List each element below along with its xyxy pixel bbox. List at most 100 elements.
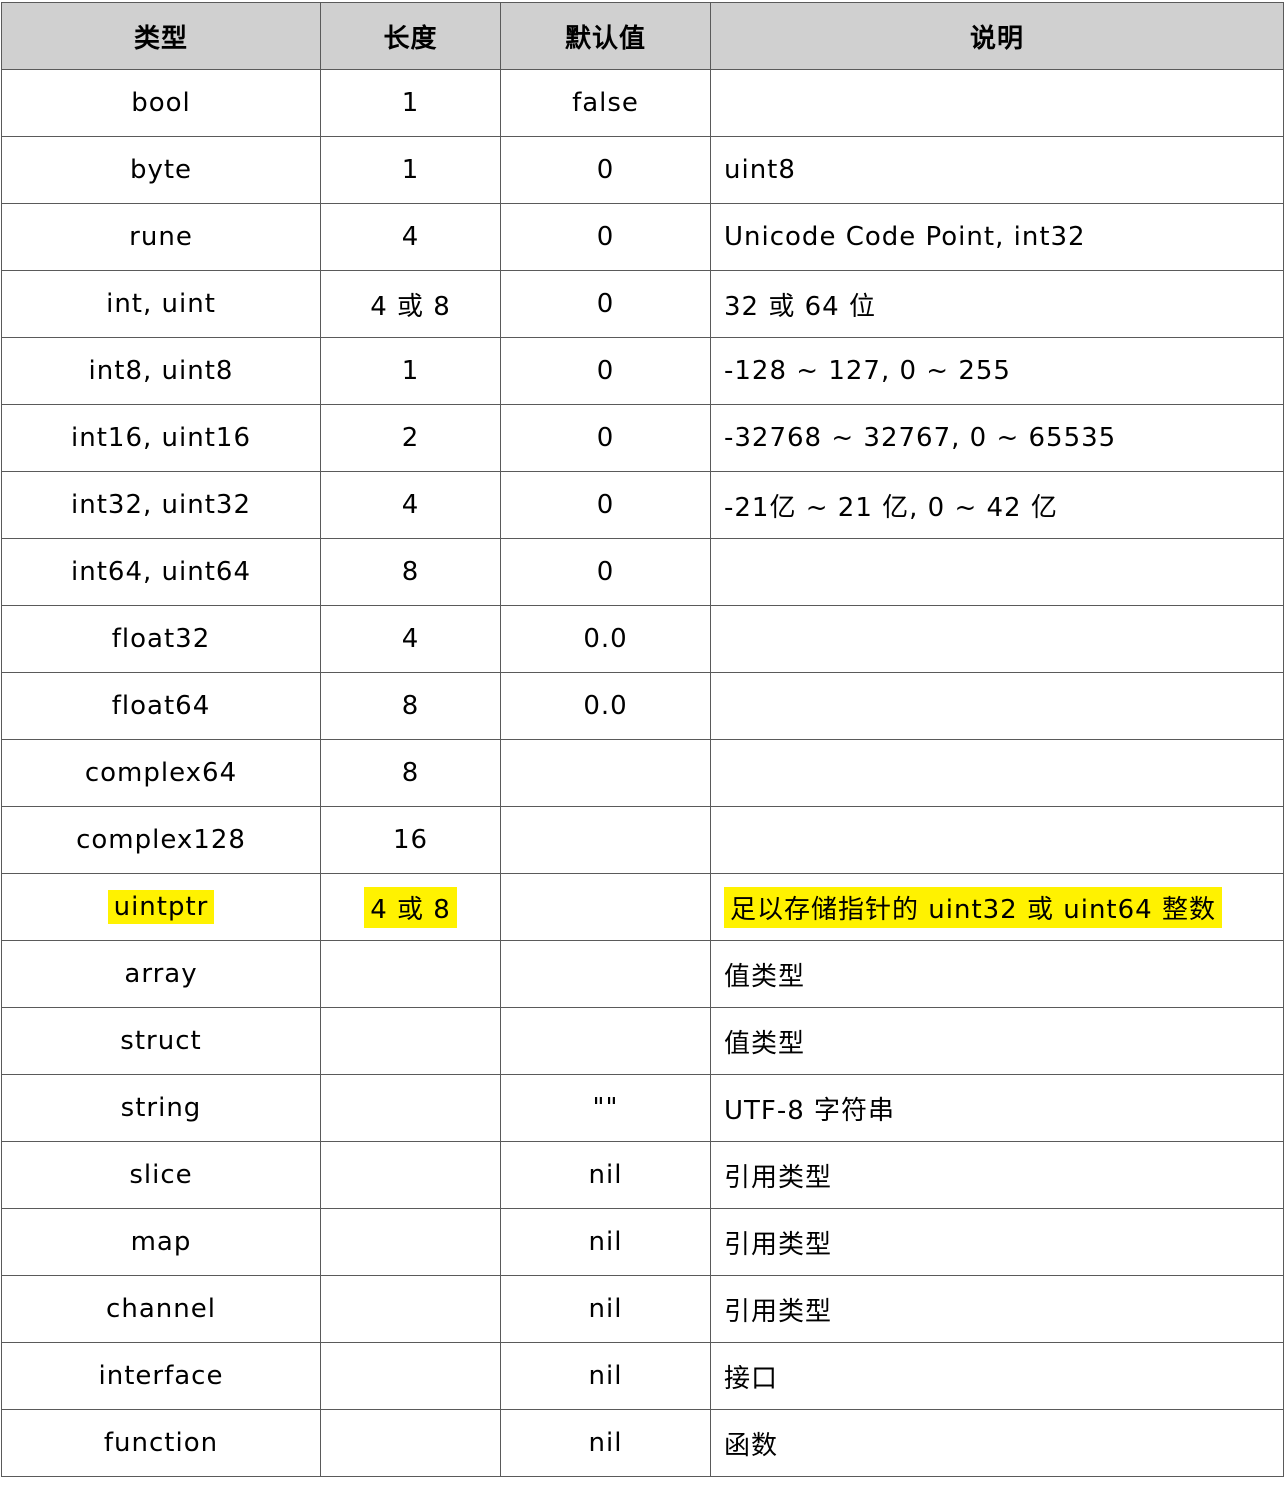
cell-description-text: 接口: [724, 1363, 779, 1394]
cell-description-text: -128 ~ 127, 0 ~ 255: [724, 356, 1011, 386]
cell-type: int, uint: [1, 270, 321, 338]
cell-length: 4: [320, 203, 501, 271]
cell-type-text: byte: [129, 155, 193, 185]
cell-default-text: nil: [588, 1428, 623, 1458]
cell-type-text: interface: [98, 1361, 224, 1391]
cell-type: complex128: [1, 806, 321, 874]
cell-type-text: bool: [131, 88, 191, 118]
cell-length-text: 8: [401, 557, 420, 587]
cell-default: [500, 806, 711, 874]
cell-type-text: complex128: [76, 825, 246, 855]
cell-description-text: 值类型: [724, 1028, 806, 1059]
cell-type-text: function: [103, 1428, 219, 1458]
table-body: bool 1 false byte 1 0 uint8 rune 4 0 Unicode Code …: [1, 69, 1284, 1477]
cell-description: 值类型: [710, 1007, 1284, 1075]
cell-description: 引用类型: [710, 1275, 1284, 1343]
table-row: int32, uint32 4 0 -21亿 ~ 21 亿, 0 ~ 42 亿: [1, 471, 1284, 539]
cell-type: int32, uint32: [1, 471, 321, 539]
cell-default-text: 0: [596, 423, 615, 453]
cell-description-text: 引用类型: [724, 1296, 833, 1327]
cell-type: struct: [1, 1007, 321, 1075]
cell-description: -21亿 ~ 21 亿, 0 ~ 42 亿: [710, 471, 1284, 539]
cell-type-text: int32, uint32: [71, 490, 251, 520]
cell-default-text: 0: [596, 289, 615, 319]
table-row: complex128 16: [1, 806, 1284, 874]
cell-length-text: 1: [401, 356, 420, 386]
cell-description: [710, 538, 1284, 606]
cell-type: array: [1, 940, 321, 1008]
cell-length: [320, 1409, 501, 1477]
cell-length-text: 1: [401, 88, 420, 118]
cell-default: nil: [500, 1141, 711, 1209]
cell-description-text: Unicode Code Point, int32: [724, 222, 1086, 252]
cell-length: 4: [320, 605, 501, 673]
cell-length: [320, 1141, 501, 1209]
cell-length-text: 1: [401, 155, 420, 185]
cell-length: 16: [320, 806, 501, 874]
cell-default-text: false: [572, 88, 639, 118]
cell-length: 4 或 8: [320, 270, 501, 338]
table-row: rune 4 0 Unicode Code Point, int32: [1, 203, 1284, 271]
cell-length: 1: [320, 136, 501, 204]
cell-default: nil: [500, 1275, 711, 1343]
cell-type-text: string: [120, 1093, 202, 1123]
cell-description-text: -21亿 ~ 21 亿, 0 ~ 42 亿: [724, 492, 1058, 523]
cell-description: UTF-8 字符串: [710, 1074, 1284, 1142]
cell-length: [320, 940, 501, 1008]
cell-type: float32: [1, 605, 321, 673]
cell-type: int8, uint8: [1, 337, 321, 405]
cell-description-text: 足以存储指针的 uint32 或 uint64 整数: [724, 886, 1222, 928]
table-row: array 值类型: [1, 940, 1284, 1008]
cell-type-text: channel: [106, 1294, 216, 1324]
cell-type: uintptr: [1, 873, 321, 941]
table-row: interface nil 接口: [1, 1342, 1284, 1410]
cell-description: [710, 739, 1284, 807]
cell-length-text: 4 或 8: [370, 291, 451, 322]
header-row: 类型 长度 默认值 说明: [1, 2, 1284, 70]
cell-description: uint8: [710, 136, 1284, 204]
cell-type-text: struct: [120, 1026, 202, 1056]
table-row: struct 值类型: [1, 1007, 1284, 1075]
cell-type: interface: [1, 1342, 321, 1410]
cell-description: 接口: [710, 1342, 1284, 1410]
cell-description: 引用类型: [710, 1208, 1284, 1276]
cell-default-text: 0: [596, 222, 615, 252]
cell-type-text: complex64: [84, 758, 238, 788]
table-row: string "" UTF-8 字符串: [1, 1074, 1284, 1142]
cell-default: [500, 940, 711, 1008]
cell-type-text: float64: [111, 691, 211, 721]
cell-default: 0: [500, 270, 711, 338]
cell-length-text: 4: [401, 490, 420, 520]
cell-default: "": [500, 1074, 711, 1142]
cell-type: int64, uint64: [1, 538, 321, 606]
table-row: int64, uint64 8 0: [1, 538, 1284, 606]
cell-type: complex64: [1, 739, 321, 807]
cell-length-text: 4 或 8: [364, 886, 457, 928]
cell-default-text: nil: [588, 1160, 623, 1190]
cell-description: [710, 69, 1284, 137]
table-row: byte 1 0 uint8: [1, 136, 1284, 204]
cell-length-text: 4: [401, 222, 420, 252]
cell-default-text: 0: [596, 490, 615, 520]
cell-length-text: 16: [392, 825, 429, 855]
cell-description-text: UTF-8 字符串: [724, 1095, 896, 1126]
cell-default: 0: [500, 203, 711, 271]
cell-description-text: 引用类型: [724, 1162, 833, 1193]
cell-length-text: 8: [401, 691, 420, 721]
cell-type-text: int64, uint64: [71, 557, 251, 587]
cell-description: 函数: [710, 1409, 1284, 1477]
cell-length: 4 或 8: [320, 873, 501, 941]
cell-default-text: 0: [596, 557, 615, 587]
cell-type: function: [1, 1409, 321, 1477]
cell-type: float64: [1, 672, 321, 740]
table-row: bool 1 false: [1, 69, 1284, 137]
cell-type-text: array: [124, 959, 198, 989]
cell-default-text: 0: [596, 155, 615, 185]
cell-type-text: uintptr: [107, 890, 215, 924]
cell-length: 4: [320, 471, 501, 539]
cell-description-text: -32768 ~ 32767, 0 ~ 65535: [724, 423, 1117, 453]
table-row: int16, uint16 2 0 -32768 ~ 32767, 0 ~ 65535: [1, 404, 1284, 472]
cell-default-text: nil: [588, 1361, 623, 1391]
cell-default-text: nil: [588, 1227, 623, 1257]
